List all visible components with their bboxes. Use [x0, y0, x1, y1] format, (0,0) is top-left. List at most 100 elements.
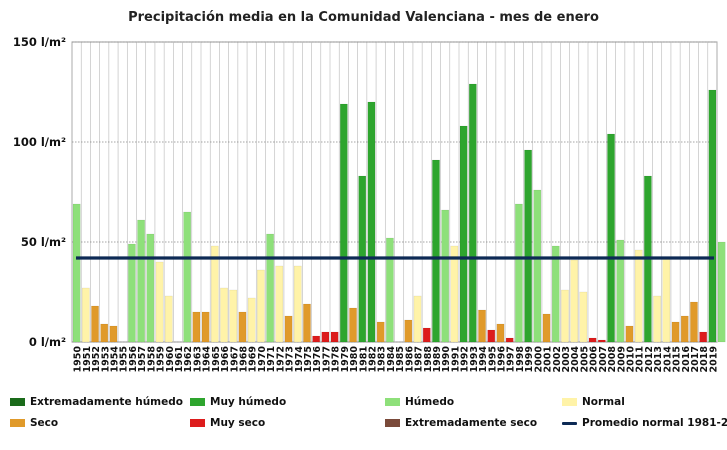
- x-tick-label: 2001: [543, 346, 554, 372]
- bar-1967: [229, 289, 238, 343]
- x-tick-label: 1960: [165, 346, 176, 373]
- x-tick-label: 1984: [386, 346, 397, 373]
- x-tick-label: 2017: [690, 346, 701, 372]
- bar-1979: [340, 103, 348, 343]
- bar-2014: [662, 257, 671, 343]
- bar-2019: [708, 89, 717, 343]
- bar-1993: [469, 83, 477, 343]
- x-tick-label: 2004: [570, 346, 581, 373]
- x-tick-label: 2010: [625, 346, 636, 373]
- legend-swatch: [562, 398, 577, 406]
- x-tick-label: 1954: [109, 346, 120, 373]
- legend-item-h: Húmedo: [385, 394, 454, 410]
- bar-1999: [524, 149, 532, 343]
- x-tick-label: 1982: [367, 346, 378, 372]
- bar-1959: [155, 261, 164, 343]
- bar-1962: [183, 211, 191, 343]
- bar-2008: [607, 133, 615, 343]
- x-tick-label: 1964: [202, 346, 213, 373]
- bar-1963: [192, 311, 201, 343]
- chart-title: Precipitación media en la Comunidad Vale…: [128, 10, 599, 25]
- legend-item-eh: Extremadamente húmedo: [10, 394, 183, 410]
- bar-1971: [266, 233, 274, 343]
- bar-1986: [404, 319, 413, 343]
- x-tick-label: 1995: [487, 346, 498, 372]
- legend-swatch: [10, 419, 25, 427]
- bar-1997: [505, 337, 514, 343]
- x-tick-label: 2014: [662, 346, 673, 373]
- x-tick-label: 1996: [496, 346, 507, 373]
- bar-1952: [91, 305, 99, 343]
- x-tick-label: 1965: [211, 346, 222, 372]
- legend-item-s: Seco: [10, 415, 58, 431]
- x-tick-label: 1997: [506, 346, 517, 372]
- x-tick-label: 2008: [607, 346, 618, 373]
- x-tick-label: 1989: [432, 346, 443, 372]
- x-tick-label: 1993: [469, 346, 480, 372]
- bar-2011: [634, 249, 643, 343]
- x-tick-label: 2013: [653, 346, 664, 372]
- bar-1990: [441, 209, 449, 343]
- x-tick-label: 1973: [285, 346, 296, 372]
- x-tick-label: 2007: [598, 346, 609, 372]
- bar-1983: [376, 321, 385, 343]
- bar-1953: [100, 323, 109, 343]
- legend-item-es: Extremadamente seco: [385, 415, 537, 431]
- legend: Extremadamente húmedo Muy húmedo Húmedo Nor…: [10, 392, 727, 440]
- bar-1964: [201, 311, 210, 343]
- x-tick-label: 1952: [91, 346, 102, 372]
- bar-2013: [653, 295, 661, 343]
- bar-1970: [257, 269, 265, 343]
- x-tick-label: 2006: [589, 346, 600, 373]
- bar-2009: [616, 239, 625, 343]
- y-tick-label: 150 l/m²: [13, 35, 66, 49]
- x-tick-label: 1999: [524, 346, 535, 372]
- bar-1977: [321, 331, 330, 343]
- x-tick-label: 1983: [377, 346, 388, 372]
- bar-1978: [330, 331, 339, 343]
- legend-swatch: [562, 421, 577, 425]
- x-tick-label: 2009: [616, 346, 627, 372]
- x-tick-label: 1976: [312, 346, 323, 373]
- legend-swatch: [385, 398, 400, 406]
- x-tick-label: 1961: [174, 346, 185, 372]
- bar-1957: [137, 219, 145, 343]
- bar-2003: [561, 289, 569, 343]
- bar-2004: [570, 259, 578, 343]
- x-tick-label: 1968: [238, 346, 249, 373]
- x-tick-label: 1953: [100, 346, 111, 372]
- x-tick-label: 1980: [349, 346, 360, 373]
- x-tick-label: 1963: [192, 346, 203, 372]
- legend-swatch: [10, 398, 25, 406]
- x-tick-label: 1959: [156, 346, 167, 372]
- legend-item-ms: Muy seco: [190, 415, 265, 431]
- bar-1980: [349, 307, 357, 343]
- legend-label: Normal: [582, 396, 625, 408]
- x-tick-label: 1951: [82, 346, 93, 372]
- legend-label: Seco: [30, 417, 59, 429]
- x-tick-label: 1972: [275, 346, 286, 372]
- bar-1989: [432, 159, 440, 343]
- x-tick-label: 1966: [220, 346, 231, 373]
- x-tick-label: 1992: [460, 346, 471, 372]
- bar-1950: [72, 203, 81, 343]
- bar-1996: [496, 323, 505, 343]
- legend-label: Húmedo: [405, 396, 455, 408]
- legend-swatch: [385, 419, 400, 427]
- bar-1998: [515, 203, 523, 343]
- bar-1968: [238, 311, 247, 343]
- legend-item-avg: Promedio normal 1981-2010: [562, 415, 727, 431]
- x-tick-label: 2018: [699, 346, 710, 373]
- x-tick-label: 1956: [128, 346, 139, 373]
- x-tick-label: 2011: [635, 346, 646, 372]
- x-tick-label: 2016: [681, 346, 692, 373]
- bar-1974: [293, 265, 302, 343]
- bar-1954: [109, 325, 118, 343]
- bar-1972: [275, 265, 284, 343]
- x-tick-label: 1987: [414, 346, 425, 372]
- bar-1966: [220, 287, 228, 343]
- x-tick-label: 1977: [321, 346, 332, 372]
- bar-1960: [164, 295, 173, 343]
- bar-1951: [82, 287, 90, 343]
- legend-label: Extremadamente seco: [405, 417, 538, 429]
